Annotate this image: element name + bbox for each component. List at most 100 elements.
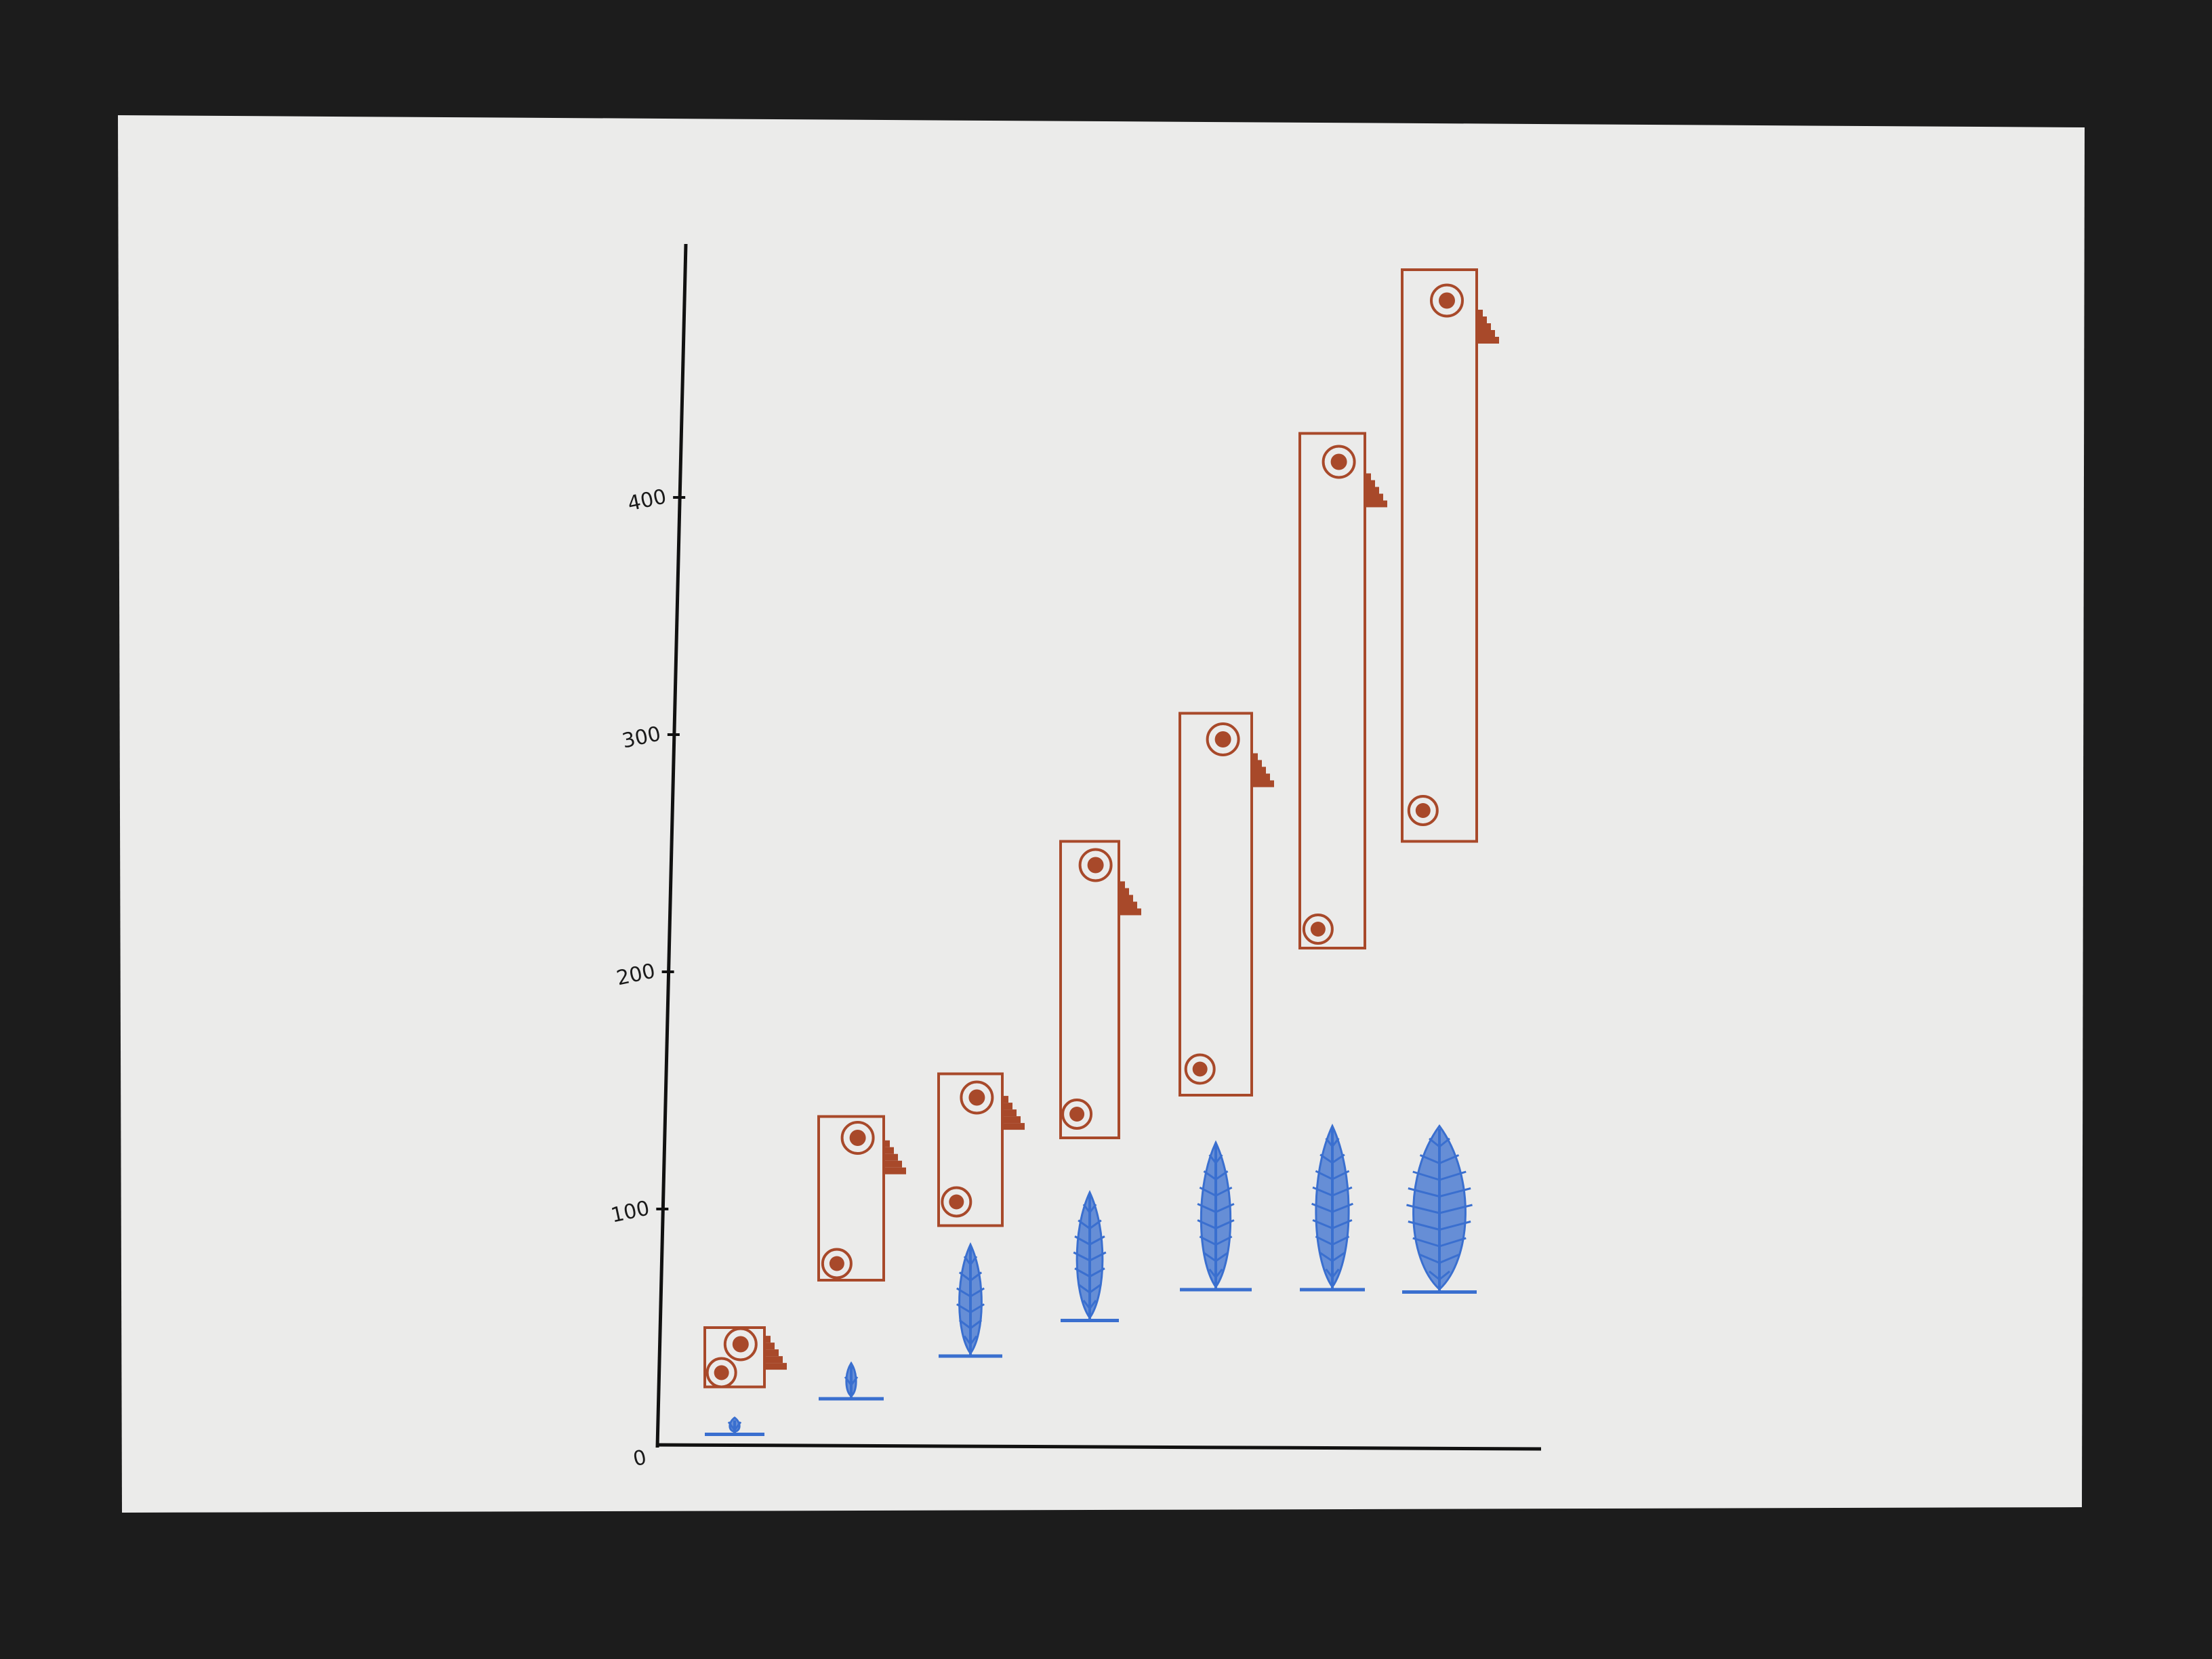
plant-leaf [1089, 1267, 1105, 1277]
high-point-marker [723, 1327, 758, 1361]
plant-foliage [1315, 1123, 1350, 1289]
high-point-dot [968, 1089, 985, 1106]
paper-sheet [118, 115, 2085, 1513]
plant-leaf [844, 1376, 853, 1386]
low-point-dot [1415, 803, 1431, 818]
range-bar [1059, 840, 1120, 1139]
step-glyph-layer [1476, 316, 1487, 323]
range-bar-group [1298, 432, 1387, 949]
plant-leaf [1088, 1299, 1097, 1309]
plant-leaf [850, 1376, 859, 1386]
plant-leaf [1215, 1186, 1233, 1197]
range-bar-group [1401, 268, 1499, 843]
plant-leaf [1208, 1154, 1217, 1164]
high-point-marker [1430, 283, 1464, 318]
plant-leaf [1312, 1186, 1333, 1197]
plant-leaf [956, 1287, 971, 1298]
plant-leaf [1215, 1235, 1233, 1246]
range-bar-group [703, 1326, 787, 1389]
high-point-marker [1206, 722, 1240, 756]
step-glyph-layer [1476, 337, 1499, 344]
plant-leaf [970, 1287, 985, 1298]
plant-leaf [1332, 1186, 1353, 1197]
range-bar [1401, 268, 1478, 843]
range-bar-group [817, 1115, 906, 1282]
low-point-dot [1310, 922, 1326, 937]
low-point-dot [1069, 1107, 1085, 1122]
step-glyph-layer [1364, 500, 1387, 508]
plant-leaf [1331, 1137, 1340, 1147]
plant-pictogram [939, 1242, 1002, 1358]
low-point-dot [1192, 1061, 1208, 1077]
high-point-dot [849, 1130, 866, 1146]
range-bar-group [937, 1072, 1025, 1227]
plant-leaf [1082, 1299, 1091, 1309]
plant-leaf [727, 1421, 736, 1431]
range-bar [1298, 432, 1366, 949]
plant-leaf [970, 1303, 985, 1313]
plant-leaf [1406, 1204, 1440, 1214]
plant-leaf [1439, 1254, 1460, 1264]
plant-pictogram [1300, 1123, 1365, 1292]
plant-leaf [1197, 1203, 1216, 1213]
plant-leaf [970, 1319, 983, 1330]
step-glyph-layer [764, 1343, 775, 1350]
plant-foliage [958, 1242, 983, 1355]
low-point-marker [941, 1186, 972, 1218]
step-glyph-layer [1118, 895, 1133, 902]
step-glyph-layer [1364, 480, 1375, 487]
plant-leaf [1203, 1170, 1216, 1181]
plant-leaf [1319, 1252, 1333, 1262]
low-point-marker [705, 1357, 737, 1389]
plant-leaf [1332, 1202, 1353, 1213]
plant-pictograms [705, 1123, 1477, 1436]
plant-leaf [1439, 1221, 1471, 1231]
step-glyph-layer [1251, 780, 1274, 787]
plant-leaf [1439, 1137, 1450, 1148]
low-point-marker [1407, 795, 1439, 826]
plant-leaf [1429, 1270, 1440, 1281]
plant-leaf [1199, 1186, 1216, 1197]
step-glyph-layer [1118, 901, 1137, 909]
low-point-dot [949, 1194, 964, 1210]
plant-leaf [1332, 1170, 1350, 1181]
plant-leaf [1214, 1154, 1223, 1164]
range-bar [817, 1115, 885, 1282]
plant-leaf [1315, 1235, 1333, 1246]
plant-leaf [1082, 1204, 1091, 1214]
plant-foliage [845, 1361, 857, 1397]
step-glyph-layer [1476, 323, 1491, 330]
y-axis-line [655, 243, 688, 1448]
plant-leaf [1331, 1268, 1340, 1278]
plant-leaf [1215, 1203, 1235, 1213]
plant-leaf [1074, 1267, 1090, 1277]
step-glyph-layer [1364, 487, 1379, 494]
plant-leaf [1439, 1204, 1473, 1214]
low-point-marker [1302, 914, 1334, 945]
plant-leaf [1199, 1235, 1216, 1246]
step-glyph-layer [764, 1349, 779, 1357]
step-glyph-layer [883, 1147, 894, 1154]
plant-leaf [1332, 1219, 1353, 1229]
step-glyph-layer [1476, 330, 1495, 337]
plant-leaf [1215, 1219, 1235, 1229]
plant-pictogram [1180, 1140, 1252, 1292]
plant-leaf [1439, 1270, 1450, 1281]
plant-leaf [1089, 1235, 1105, 1246]
low-point-marker [821, 1248, 853, 1279]
plant-leaf [1439, 1187, 1471, 1197]
plant-leaf [1078, 1284, 1090, 1294]
plant-leaf [1332, 1252, 1345, 1262]
step-glyph-layer [1364, 493, 1383, 501]
high-point-dot [732, 1336, 749, 1353]
step-glyph-layer [1118, 908, 1141, 916]
low-point-dot [714, 1365, 729, 1380]
high-point-dot [1087, 857, 1104, 874]
plant-leaf [1315, 1170, 1333, 1181]
step-glyph-layer [883, 1167, 906, 1174]
range-bar [1179, 712, 1253, 1097]
step-glyph-layer [1002, 1123, 1025, 1130]
range-bar [937, 1072, 1004, 1227]
step-glyph-layer [883, 1153, 898, 1161]
